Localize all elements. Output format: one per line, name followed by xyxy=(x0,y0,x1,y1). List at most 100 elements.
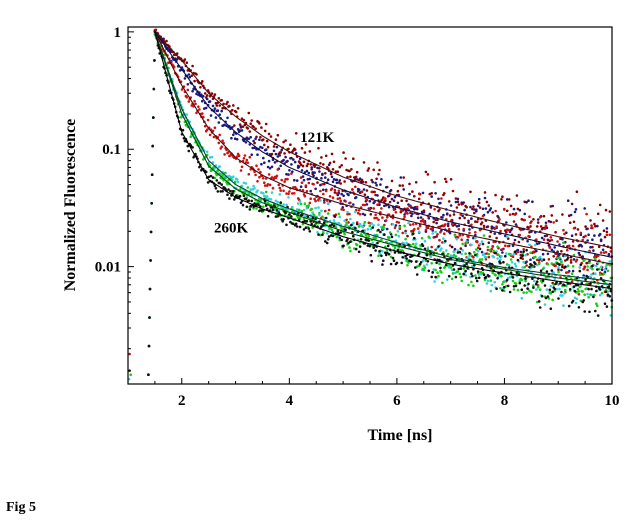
data-point xyxy=(461,249,465,252)
data-point xyxy=(460,238,464,241)
data-point xyxy=(372,207,376,210)
data-point xyxy=(274,199,278,203)
data-point xyxy=(513,250,517,254)
data-point xyxy=(349,249,352,253)
data-point xyxy=(537,241,541,245)
data-point xyxy=(470,243,473,247)
data-point xyxy=(336,170,340,173)
data-point xyxy=(603,235,607,239)
data-point xyxy=(377,228,380,232)
data-point xyxy=(257,168,260,171)
data-point xyxy=(585,282,588,286)
data-point xyxy=(553,289,556,293)
data-point xyxy=(608,233,612,237)
data-point xyxy=(575,297,579,301)
data-point xyxy=(423,239,427,243)
data-point xyxy=(392,199,396,202)
data-point xyxy=(590,273,593,276)
data-point xyxy=(483,196,487,200)
data-point xyxy=(152,87,156,91)
data-point xyxy=(385,227,389,231)
data-point xyxy=(516,207,520,211)
data-point xyxy=(446,222,450,226)
data-point xyxy=(338,179,342,182)
data-point xyxy=(423,222,427,225)
data-point xyxy=(535,288,538,291)
data-point xyxy=(590,287,593,291)
data-point xyxy=(604,250,608,254)
data-point xyxy=(542,214,546,218)
data-point xyxy=(413,236,416,240)
data-point xyxy=(374,213,377,217)
data-point xyxy=(354,210,357,214)
data-point xyxy=(269,198,273,201)
data-point xyxy=(220,98,223,102)
data-point xyxy=(284,211,287,215)
data-point xyxy=(302,217,306,221)
data-point xyxy=(474,274,477,277)
data-point xyxy=(199,86,202,89)
data-point xyxy=(393,251,397,254)
data-point xyxy=(339,231,343,234)
data-point xyxy=(439,230,442,234)
data-point xyxy=(500,254,503,258)
data-point xyxy=(337,221,341,225)
data-point xyxy=(591,238,594,241)
data-point xyxy=(554,230,557,234)
data-point xyxy=(585,227,588,231)
data-point xyxy=(426,248,430,251)
data-point xyxy=(490,247,494,251)
data-point xyxy=(594,272,597,276)
data-point xyxy=(446,224,450,228)
data-point xyxy=(188,75,191,79)
data-point xyxy=(349,201,352,205)
data-point xyxy=(566,258,569,261)
data-point xyxy=(328,195,332,198)
data-point xyxy=(276,155,280,158)
data-point xyxy=(605,263,609,266)
data-point xyxy=(435,221,438,225)
data-point xyxy=(149,259,152,262)
data-point xyxy=(596,268,599,271)
data-point xyxy=(556,240,559,243)
data-point xyxy=(343,219,346,223)
data-point xyxy=(310,168,314,171)
data-point xyxy=(366,169,370,172)
data-point xyxy=(412,232,415,235)
data-point xyxy=(586,292,589,296)
data-point xyxy=(535,242,539,246)
data-point xyxy=(608,260,612,263)
data-point xyxy=(295,179,299,182)
data-point xyxy=(263,181,266,184)
data-point xyxy=(270,176,274,179)
data-point xyxy=(260,126,263,129)
data-point xyxy=(247,111,251,115)
data-point xyxy=(247,192,251,195)
data-point xyxy=(340,238,344,242)
data-point xyxy=(453,223,457,226)
data-point xyxy=(404,237,407,241)
data-point xyxy=(450,245,454,249)
data-point xyxy=(599,277,603,280)
data-point xyxy=(349,240,352,243)
data-point xyxy=(521,266,524,269)
data-point xyxy=(393,195,397,199)
data-point xyxy=(263,161,266,164)
data-point xyxy=(404,229,407,233)
data-point xyxy=(596,314,600,317)
data-point xyxy=(467,283,470,287)
data-point xyxy=(562,228,565,232)
data-point xyxy=(408,204,411,208)
data-point xyxy=(298,157,302,160)
data-point xyxy=(478,228,482,232)
data-point xyxy=(529,258,532,262)
data-point xyxy=(421,218,425,221)
data-point xyxy=(514,282,518,285)
data-point xyxy=(604,265,608,269)
data-point xyxy=(589,266,592,270)
data-point xyxy=(487,275,491,278)
data-point xyxy=(396,189,400,193)
data-point xyxy=(263,143,266,147)
data-point xyxy=(338,197,342,200)
y-axis-title: Normalized Fluorescence xyxy=(62,119,79,292)
